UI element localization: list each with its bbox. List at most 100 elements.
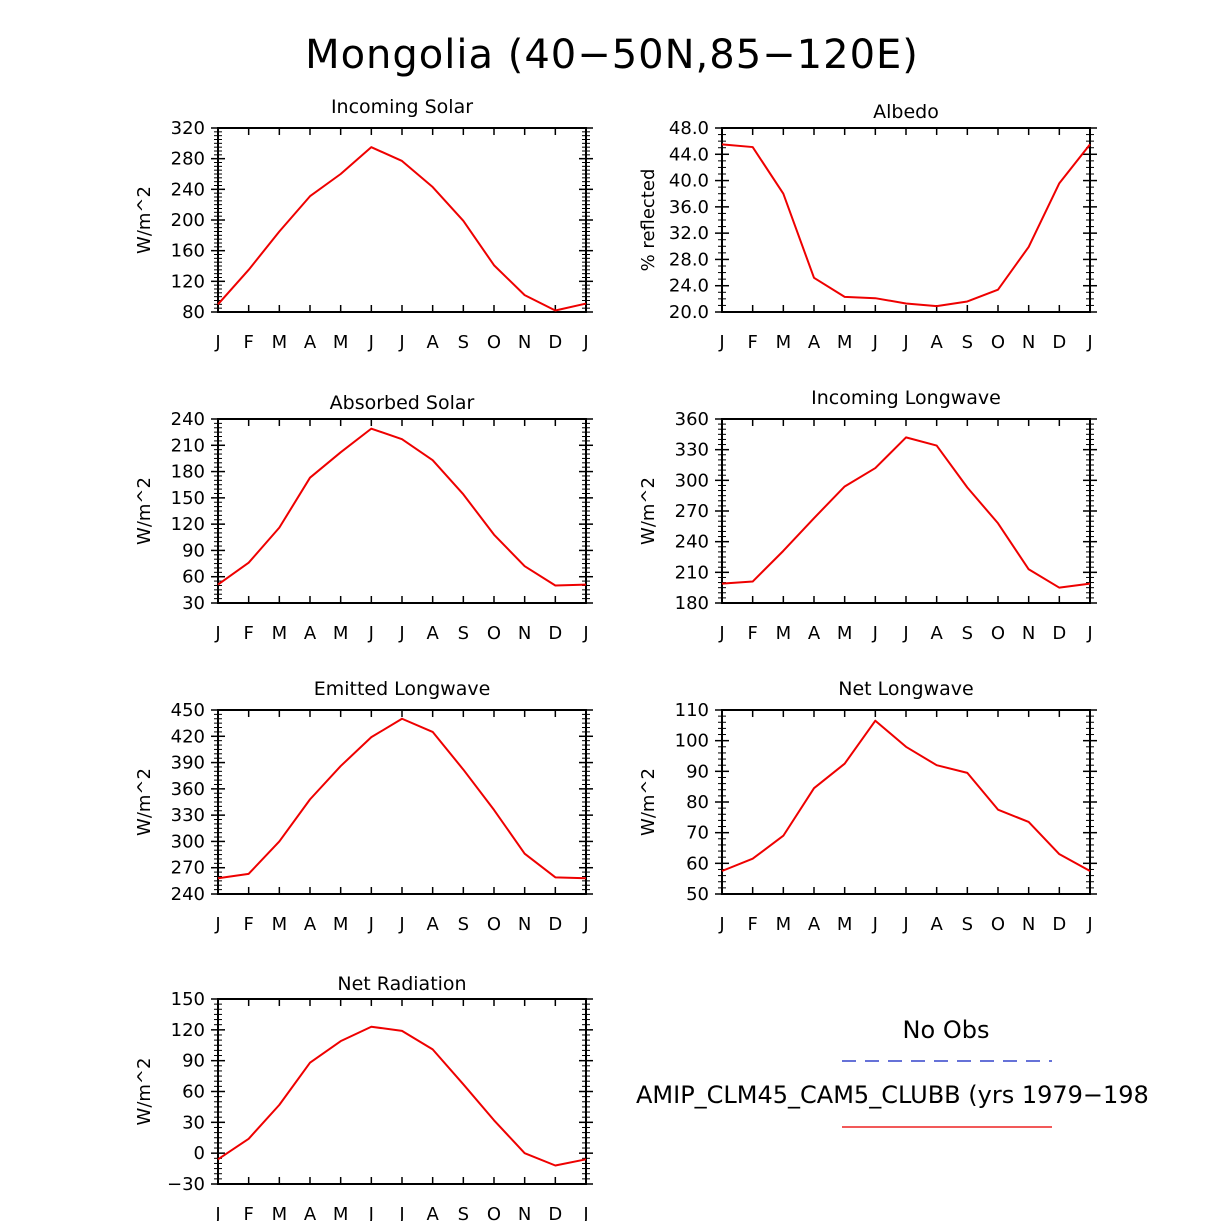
- x-tick-label: F: [243, 914, 253, 935]
- y-tick-label: 90: [182, 540, 205, 561]
- x-tick-label: A: [427, 1204, 440, 1221]
- y-tick-label: 240: [675, 532, 709, 553]
- y-tick-label: 180: [171, 462, 205, 483]
- x-tick-label: O: [991, 914, 1005, 935]
- y-tick-label: 36.0: [669, 197, 709, 218]
- x-tick-label: J: [368, 1204, 374, 1221]
- plot-frame: [217, 709, 587, 895]
- y-tick-label: 320: [171, 118, 205, 139]
- y-axis-label: W/m^2: [134, 477, 155, 545]
- x-tick-label: J: [902, 623, 908, 644]
- plot-frame: [721, 418, 1091, 604]
- x-tick-label: J: [582, 914, 588, 935]
- y-tick-label: 240: [171, 409, 205, 430]
- y-tick-label: 48.0: [669, 118, 709, 139]
- x-tick-label: J: [398, 332, 404, 353]
- x-tick-label: D: [1052, 332, 1066, 353]
- y-tick-label: 210: [675, 562, 709, 583]
- x-tick-label: D: [548, 1204, 562, 1221]
- x-tick-label: J: [718, 914, 724, 935]
- y-tick-label: 330: [171, 805, 205, 826]
- x-tick-label: A: [304, 1204, 317, 1221]
- panel-title: Emitted Longwave: [314, 678, 491, 700]
- x-tick-label: N: [1022, 332, 1035, 353]
- x-tick-label: M: [837, 914, 853, 935]
- x-tick-label: N: [1022, 914, 1035, 935]
- x-tick-label: F: [243, 1204, 253, 1221]
- x-tick-label: J: [582, 332, 588, 353]
- plot-frame: [217, 418, 587, 604]
- x-tick-label: J: [1086, 623, 1092, 644]
- y-tick-label: 20.0: [669, 302, 709, 323]
- y-tick-label: 30: [182, 1112, 205, 1133]
- x-tick-label: J: [368, 914, 374, 935]
- y-tick-label: 32.0: [669, 223, 709, 244]
- x-tick-label: A: [931, 623, 944, 644]
- x-tick-label: D: [548, 914, 562, 935]
- x-tick-label: J: [398, 914, 404, 935]
- x-tick-label: M: [333, 623, 349, 644]
- x-tick-label: M: [333, 914, 349, 935]
- x-tick-label: J: [214, 914, 220, 935]
- series-line: [217, 146, 587, 312]
- x-tick-label: A: [931, 914, 944, 935]
- x-tick-label: F: [747, 623, 757, 644]
- y-tick-label: 450: [171, 700, 205, 721]
- x-tick-label: O: [991, 332, 1005, 353]
- y-tick-label: 90: [686, 761, 709, 782]
- x-tick-label: J: [582, 1204, 588, 1221]
- x-tick-label: O: [487, 623, 501, 644]
- panel-title: Incoming Longwave: [811, 387, 1001, 409]
- panel-title: Albedo: [873, 101, 939, 123]
- x-tick-label: O: [991, 623, 1005, 644]
- x-tick-label: A: [304, 332, 317, 353]
- series-line: [721, 719, 1091, 872]
- x-tick-label: M: [272, 332, 288, 353]
- y-tick-label: 180: [675, 593, 709, 614]
- y-tick-label: 240: [171, 179, 205, 200]
- x-tick-label: S: [458, 623, 469, 644]
- x-tick-label: M: [776, 914, 792, 935]
- x-tick-label: J: [872, 914, 878, 935]
- panel-title: Absorbed Solar: [330, 392, 475, 414]
- x-tick-label: D: [1052, 914, 1066, 935]
- series-line: [217, 717, 587, 880]
- y-tick-label: 50: [686, 884, 709, 905]
- x-tick-label: J: [214, 1204, 220, 1221]
- x-tick-label: F: [747, 914, 757, 935]
- x-tick-label: A: [427, 623, 440, 644]
- x-tick-label: M: [272, 914, 288, 935]
- y-axis-label: % reflected: [638, 169, 659, 272]
- x-tick-label: D: [548, 623, 562, 644]
- x-tick-label: M: [837, 332, 853, 353]
- x-tick-label: J: [398, 1204, 404, 1221]
- y-tick-label: 150: [171, 488, 205, 509]
- panel-title: Net Radiation: [337, 973, 466, 995]
- y-tick-label: 270: [675, 501, 709, 522]
- x-tick-label: O: [487, 1204, 501, 1221]
- x-tick-label: M: [333, 332, 349, 353]
- x-tick-label: M: [272, 623, 288, 644]
- x-tick-label: M: [776, 623, 792, 644]
- y-axis-label: W/m^2: [638, 768, 659, 836]
- y-tick-label: 80: [182, 302, 205, 323]
- y-axis-label: W/m^2: [134, 768, 155, 836]
- x-tick-label: A: [931, 332, 944, 353]
- x-tick-label: S: [458, 332, 469, 353]
- x-tick-label: A: [808, 623, 821, 644]
- x-tick-label: J: [368, 623, 374, 644]
- y-tick-label: 210: [171, 435, 205, 456]
- x-tick-label: N: [1022, 623, 1035, 644]
- x-tick-label: J: [214, 623, 220, 644]
- y-tick-label: 0: [194, 1143, 205, 1164]
- x-tick-label: M: [837, 623, 853, 644]
- y-tick-label: 160: [171, 241, 205, 262]
- series-line: [721, 436, 1091, 589]
- series-line: [217, 1025, 587, 1167]
- x-tick-label: N: [518, 1204, 531, 1221]
- x-tick-label: A: [304, 914, 317, 935]
- y-axis-label: W/m^2: [134, 1058, 155, 1126]
